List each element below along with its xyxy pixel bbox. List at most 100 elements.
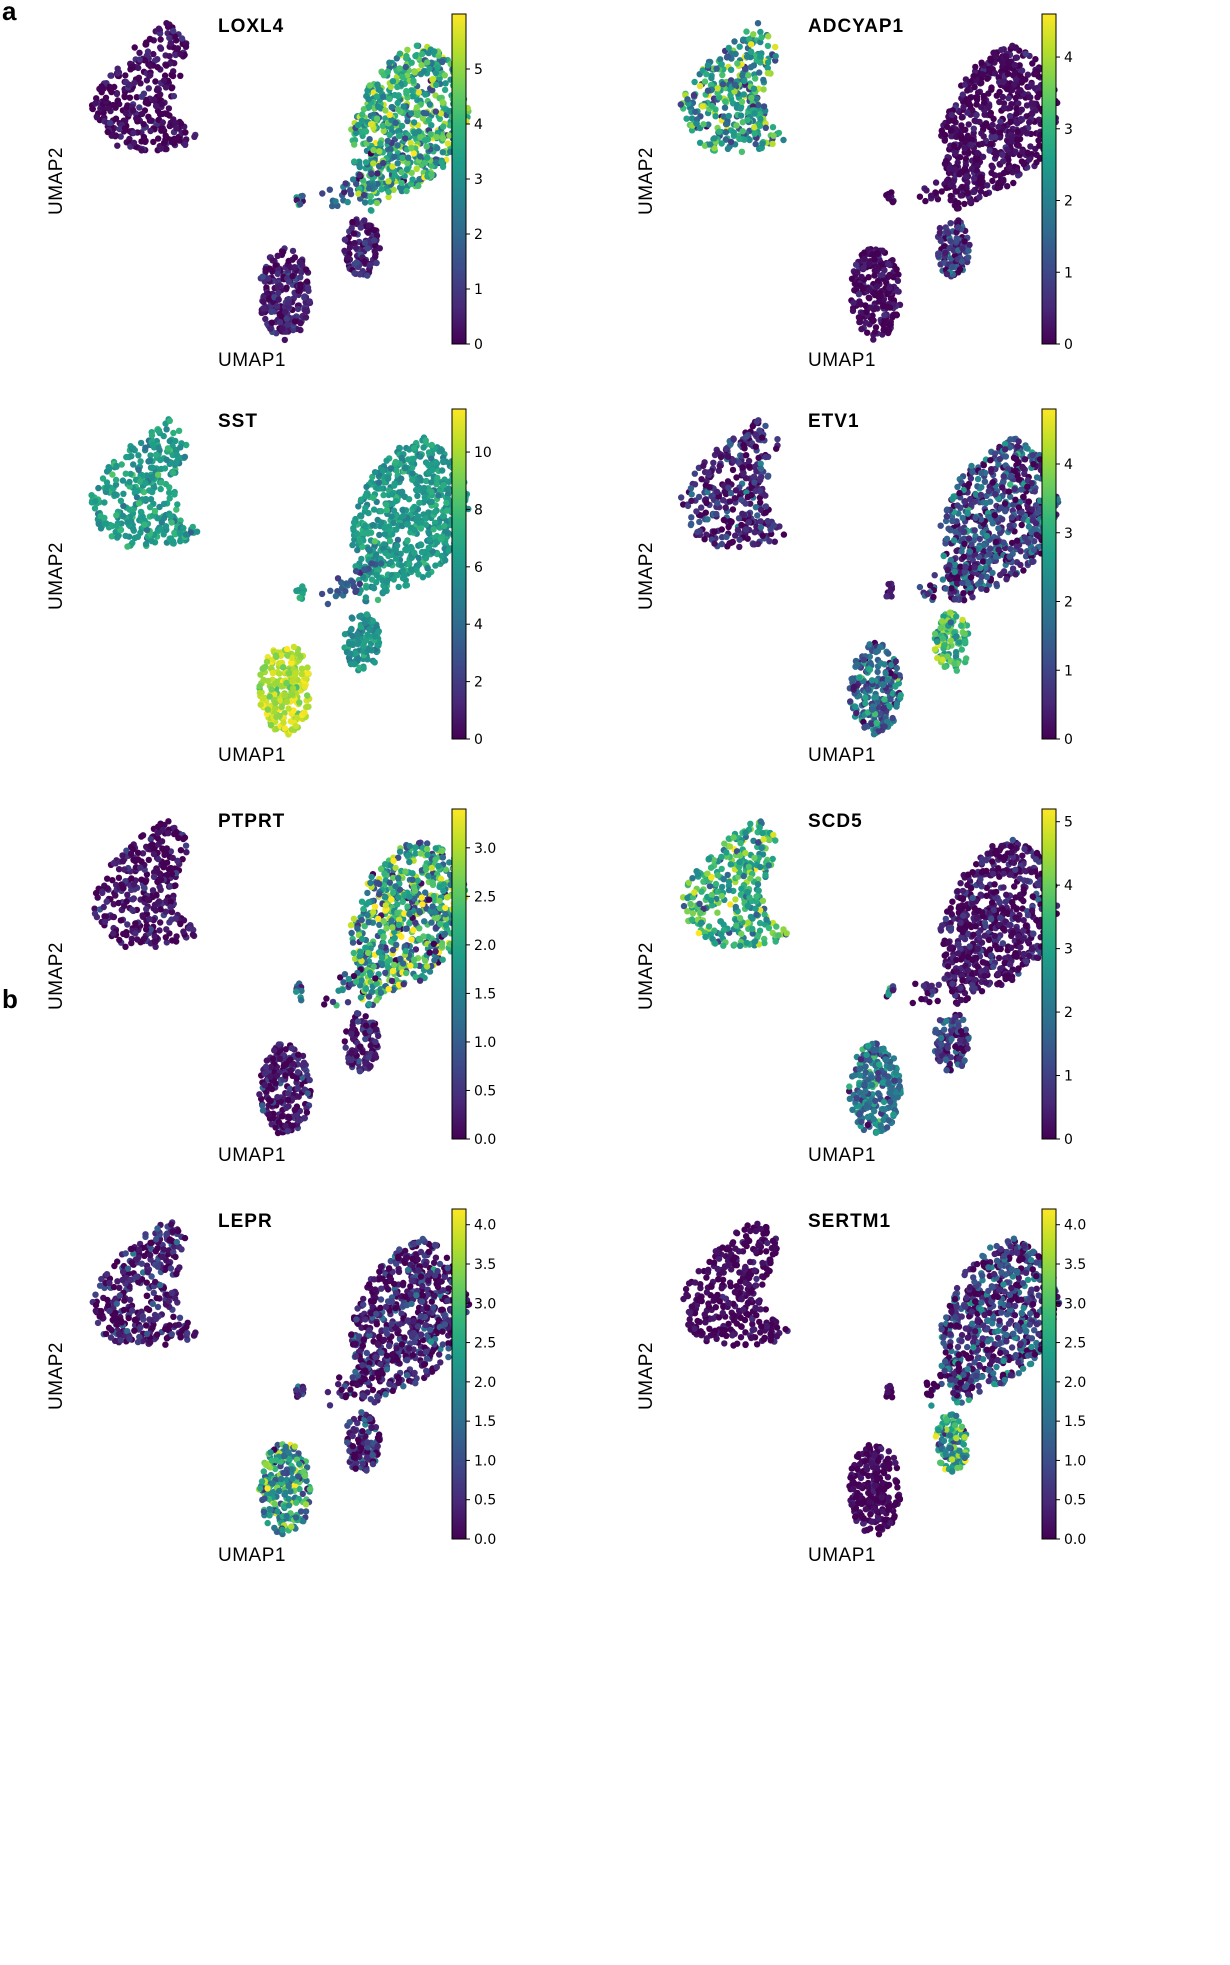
cell-point (285, 669, 293, 677)
cell-point (438, 552, 445, 560)
cell-point (750, 473, 758, 480)
colorbar-tick-label: 2 (1064, 194, 1073, 210)
cell-point (119, 512, 127, 520)
cell-point (306, 298, 313, 305)
cell-point (863, 308, 870, 316)
cell-point (703, 71, 710, 78)
cell-point (696, 139, 704, 146)
cell-point (114, 142, 121, 149)
cell-point (267, 325, 274, 332)
cell-point (967, 198, 974, 205)
cell-point (141, 57, 148, 64)
cell-point (952, 201, 959, 208)
cell-point (182, 43, 190, 50)
cell-point (378, 519, 385, 526)
cell-point (121, 125, 129, 132)
cell-point (163, 456, 170, 463)
cell-point (410, 444, 418, 451)
cell-point (393, 555, 400, 562)
cell-point (354, 546, 361, 554)
cell-point (155, 135, 162, 142)
cell-point (702, 509, 709, 516)
cell-point (135, 466, 142, 473)
cell-point (954, 159, 961, 166)
cell-point (395, 92, 402, 99)
cell-point (102, 94, 110, 102)
cell-point (735, 515, 743, 522)
cell-point (861, 255, 868, 262)
cell-point (979, 140, 986, 147)
gene-title: ADCYAP1 (808, 16, 904, 37)
cell-point (732, 487, 740, 494)
cell-point (699, 103, 706, 110)
cell-point (739, 128, 746, 135)
cell-point (728, 518, 735, 525)
colorbar-tick-label: 5 (474, 62, 483, 78)
cell-point (268, 308, 275, 315)
cell-point (298, 670, 305, 678)
cell-point (691, 481, 699, 488)
cell-point (385, 552, 392, 560)
cell-point (304, 664, 311, 671)
cell-point (108, 533, 115, 540)
cell-point (301, 683, 308, 690)
cell-point (136, 104, 143, 111)
cell-point (347, 650, 354, 657)
cell-point (407, 139, 414, 147)
cell-point (740, 91, 747, 98)
cell-point (408, 59, 415, 66)
cell-point (937, 237, 944, 245)
cell-point (189, 523, 196, 531)
cell-point (113, 512, 120, 519)
cell-point (366, 626, 373, 633)
cell-point (157, 36, 164, 43)
cell-point (1032, 56, 1039, 63)
cell-point (953, 228, 960, 236)
cell-point (173, 125, 180, 132)
cell-point (370, 585, 378, 592)
cell-point (392, 119, 399, 127)
cell-point (299, 192, 306, 200)
cell-point (346, 244, 354, 251)
cell-point (135, 500, 143, 507)
cell-point (392, 546, 399, 553)
cell-point (142, 540, 150, 548)
cell-point (696, 518, 703, 526)
cell-point (137, 458, 144, 465)
cell-point (268, 319, 275, 326)
cell-point (770, 522, 777, 529)
cell-point (387, 83, 394, 91)
cell-point (406, 560, 413, 568)
cell-point (163, 110, 171, 118)
colorbar-tick-label: 6 (474, 560, 483, 576)
cell-point (266, 693, 273, 700)
cell-point (157, 526, 164, 533)
cell-point (978, 59, 985, 66)
cell-point (161, 72, 169, 79)
cell-point (774, 436, 781, 443)
colorbar-tick-label: 0 (474, 732, 483, 748)
cell-point (425, 116, 433, 124)
cell-point (734, 60, 741, 67)
cell-point (438, 159, 445, 166)
cell-point (289, 272, 296, 280)
cell-point (352, 563, 359, 570)
cell-point (382, 107, 389, 114)
cell-point (956, 154, 964, 161)
cell-point (1031, 488, 1038, 495)
cell-point (384, 68, 391, 75)
cell-point (688, 127, 696, 134)
cell-point (432, 562, 439, 569)
cell-point (1006, 112, 1014, 120)
cell-point (962, 155, 970, 163)
cell-point (704, 87, 712, 94)
cell-point (113, 90, 121, 98)
cell-point (434, 145, 441, 152)
cell-point (880, 321, 887, 328)
cell-point (749, 423, 756, 430)
cell-point (954, 224, 962, 231)
cell-point (1013, 54, 1021, 61)
cell-point (368, 170, 375, 178)
cell-point (146, 35, 154, 43)
cell-point (688, 115, 696, 122)
